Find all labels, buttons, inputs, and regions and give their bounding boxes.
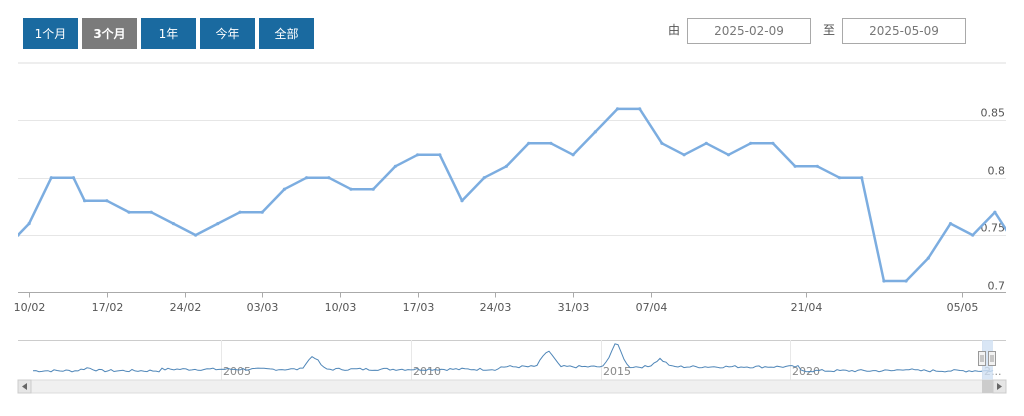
data-point — [305, 176, 309, 180]
y-tick-label: 0.75 — [981, 222, 1006, 235]
data-point — [749, 141, 753, 145]
x-tick-label: 31/03 — [558, 301, 590, 314]
data-point — [815, 164, 819, 168]
data-point — [260, 210, 264, 214]
x-tick-label: 10/03 — [325, 301, 357, 314]
data-point — [327, 176, 331, 180]
data-point — [682, 153, 686, 157]
x-tick-label: 24/02 — [170, 301, 202, 314]
scrollbar-thumb[interactable] — [982, 380, 993, 393]
x-tick-label: 21/04 — [791, 301, 823, 314]
data-point — [149, 210, 153, 214]
x-tick-label: 05/05 — [947, 301, 979, 314]
data-point — [371, 187, 375, 191]
navigator[interactable]: 20052010201520202... — [18, 340, 1006, 380]
navigator-selected-range[interactable] — [982, 340, 993, 380]
data-point — [171, 222, 175, 226]
range-button-ytd[interactable]: 今年 — [200, 18, 255, 49]
navigator-year-label: 2005 — [223, 365, 251, 378]
data-point — [860, 176, 864, 180]
data-point — [771, 141, 775, 145]
x-tick-label: 07/04 — [636, 301, 668, 314]
scrollbar-left-arrow-icon — [22, 383, 27, 390]
navigator-series-line — [32, 343, 994, 373]
scrollbar-right-arrow-icon — [997, 383, 1002, 390]
range-button-1-year[interactable]: 1年 — [141, 18, 196, 49]
data-point — [726, 153, 731, 157]
x-tick-label: 10/02 — [14, 301, 46, 314]
data-point — [349, 187, 353, 191]
data-point — [416, 153, 420, 157]
data-point — [837, 176, 842, 180]
date-to-input[interactable] — [842, 18, 966, 44]
data-point — [393, 164, 397, 168]
y-tick-label: 0.7 — [988, 280, 1006, 293]
data-point — [105, 199, 109, 203]
navigator-right-handle[interactable] — [988, 351, 996, 366]
y-axis-ticks: 0.7 0.75 0.8 0.85 — [981, 107, 1006, 293]
date-from-input[interactable] — [687, 18, 811, 44]
y-tick-label: 0.8 — [988, 165, 1006, 178]
data-point — [971, 233, 975, 237]
range-button-1-month[interactable]: 1个月 — [23, 18, 78, 49]
price-series — [18, 107, 1019, 283]
data-point — [571, 153, 575, 157]
data-point — [71, 176, 76, 180]
data-point — [615, 107, 620, 111]
date-to-label: 至 — [823, 23, 836, 37]
x-tick-label: 03/03 — [247, 301, 279, 314]
data-point — [660, 141, 664, 145]
navigator-left-handle[interactable] — [978, 351, 986, 366]
x-axis-ticks: 10/02 17/02 24/02 03/03 10/03 17/03 24/03 31/03… — [14, 292, 979, 314]
data-point — [216, 222, 220, 226]
data-point — [49, 176, 53, 180]
data-point — [127, 210, 131, 214]
data-point — [27, 222, 31, 226]
data-point — [882, 279, 886, 283]
series-line — [18, 107, 1006, 283]
data-point — [793, 164, 797, 168]
navigator-year-label: 2015 — [603, 365, 631, 378]
data-point — [926, 256, 930, 260]
data-point — [460, 199, 464, 203]
date-from-label: 由 — [668, 23, 681, 37]
range-button-3-months[interactable]: 3个月 — [82, 18, 137, 49]
y-tick-label: 0.85 — [981, 107, 1006, 120]
data-point — [18, 233, 20, 237]
data-point — [904, 279, 908, 283]
data-point — [638, 107, 642, 111]
data-point — [238, 210, 242, 214]
data-point — [282, 187, 286, 191]
navigator-grid: 20052010201520202... — [221, 340, 1002, 380]
data-point — [704, 141, 708, 145]
x-tick-label: 17/02 — [92, 301, 124, 314]
scrollbar[interactable] — [17, 379, 1007, 394]
data-point — [438, 153, 442, 157]
x-tick-label: 17/03 — [403, 301, 435, 314]
range-button-all[interactable]: 全部 — [259, 18, 314, 49]
data-point — [948, 222, 953, 226]
data-point — [194, 233, 198, 237]
data-point — [83, 199, 87, 203]
data-point — [1016, 245, 1019, 248]
data-point — [593, 130, 597, 134]
data-point — [993, 210, 997, 214]
scrollbar-track[interactable] — [17, 379, 1007, 394]
data-point — [549, 141, 553, 145]
data-point — [527, 141, 531, 145]
data-point — [482, 176, 486, 180]
x-tick-label: 24/03 — [480, 301, 512, 314]
data-point — [504, 164, 508, 168]
navigator-year-label: 2010 — [413, 365, 441, 378]
